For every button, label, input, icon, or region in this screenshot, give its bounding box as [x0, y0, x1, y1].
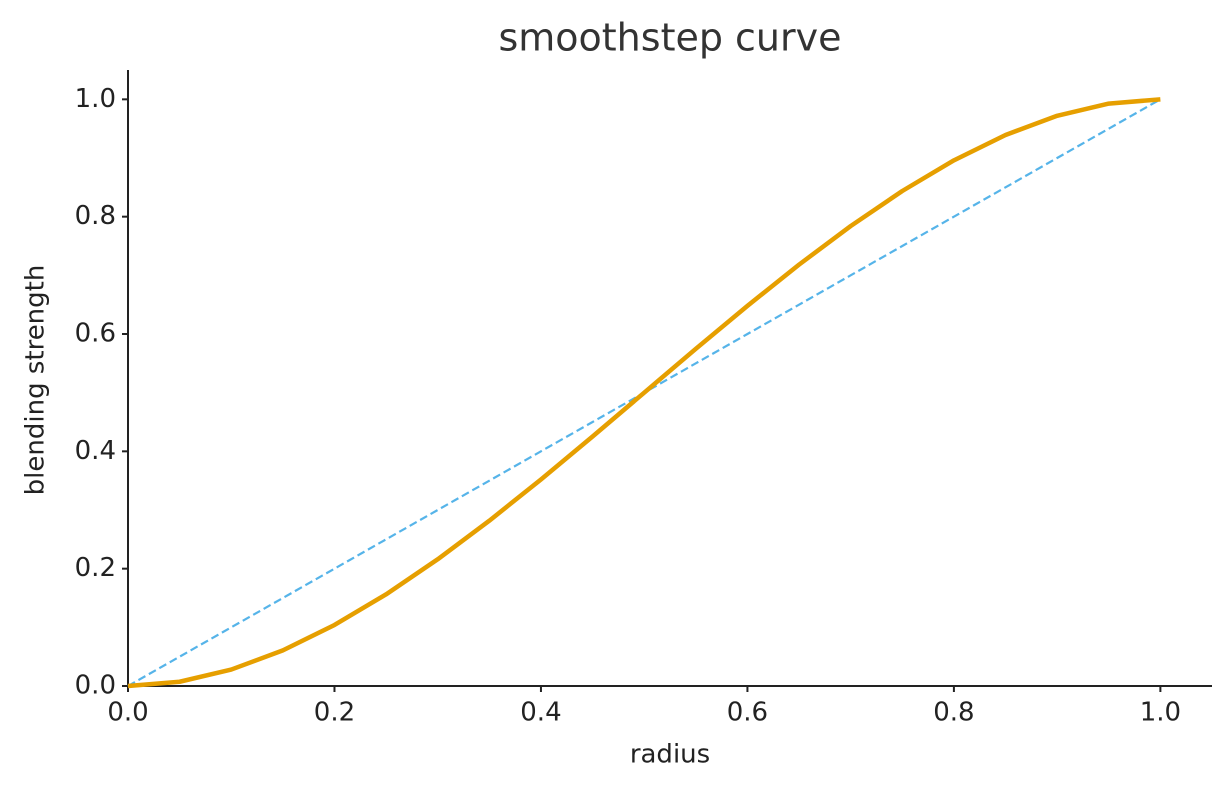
y-tick-label: 0.4: [75, 436, 116, 466]
y-tick-label: 0.2: [75, 553, 116, 583]
x-tick-label: 0.6: [727, 698, 768, 728]
y-tick-label: 1.0: [75, 84, 116, 114]
chart-title: smoothstep curve: [498, 16, 841, 60]
line-series: [127, 97, 1161, 689]
y-axis-label: blending strength: [21, 265, 51, 496]
y-tick-label: 0.6: [75, 319, 116, 349]
x-tick-label: 0.2: [314, 698, 355, 728]
y-tick-label: 0.0: [75, 671, 116, 701]
x-tick-label: 1.0: [1140, 698, 1181, 728]
x-tick-label: 0.4: [520, 698, 561, 728]
x-tick-label: 0.8: [933, 698, 974, 728]
y-tick-label: 0.8: [75, 201, 116, 231]
x-tick-label: 0.0: [107, 698, 148, 728]
x-axis-label: radius: [630, 740, 710, 770]
